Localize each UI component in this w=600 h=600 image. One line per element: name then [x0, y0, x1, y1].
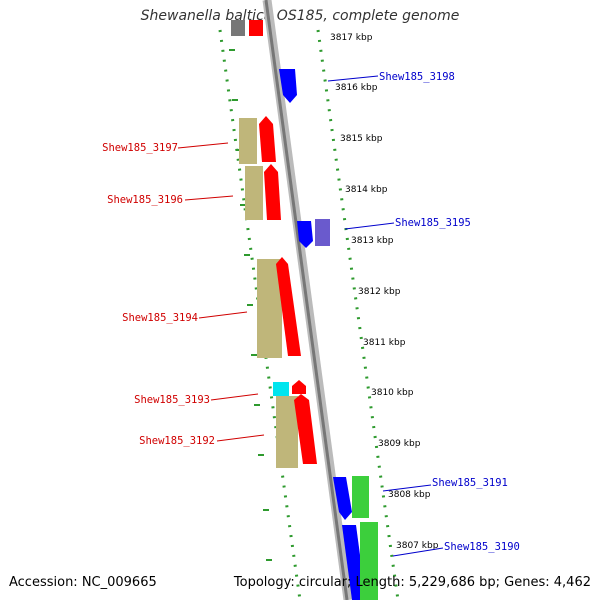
gene-label[interactable]: Shew185_3190 — [444, 541, 520, 553]
gene-arrow[interactable] — [264, 164, 281, 220]
gene-label[interactable]: Shew185_3197 — [102, 142, 178, 154]
top-red-feature — [249, 20, 263, 36]
gene-arrow[interactable] — [279, 69, 297, 103]
tick-label: 3816 kbp — [335, 83, 378, 93]
gene-label[interactable]: Shew185_3194 — [122, 312, 198, 324]
gene-label[interactable]: Shew185_3191 — [432, 477, 508, 489]
gene-block[interactable] — [239, 118, 257, 164]
gene-label[interactable]: Shew185_3196 — [107, 194, 183, 206]
accession-text: Accession: NC_009665 — [9, 575, 157, 590]
top-gray-feature — [231, 20, 245, 36]
tick-label: 3808 kbp — [388, 490, 431, 500]
backbone-core — [264, 0, 349, 600]
tick-label: 3817 kbp — [330, 33, 373, 43]
gene-arrow[interactable] — [333, 477, 352, 520]
gene-block[interactable] — [276, 396, 298, 468]
gene-block[interactable] — [360, 522, 378, 600]
gene-arrow[interactable] — [276, 257, 301, 356]
rna-block[interactable] — [273, 382, 289, 396]
leader-lines — [177, 75, 444, 557]
gene-arrow[interactable] — [292, 380, 306, 394]
tick-label: 3814 kbp — [345, 185, 388, 195]
gene-arrow[interactable] — [297, 221, 313, 248]
gene-label[interactable]: Shew185_3198 — [379, 71, 455, 83]
gene-arrow[interactable] — [294, 394, 317, 464]
gene-labels: Shew185_3197 Shew185_3196 Shew185_3194 S… — [102, 71, 520, 553]
map-title: Shewanella baltica OS185, complete genom… — [140, 8, 460, 24]
gene-block[interactable] — [352, 476, 369, 518]
tick-label: 3810 kbp — [371, 388, 414, 398]
gene-arrow[interactable] — [259, 116, 276, 162]
gene-label[interactable]: Shew185_3195 — [395, 217, 471, 229]
gene-label[interactable]: Shew185_3192 — [139, 435, 215, 447]
topology-text: Topology: circular; Length: 5,229,686 bp… — [233, 575, 591, 590]
gene-block[interactable] — [245, 166, 263, 220]
gene-label[interactable]: Shew185_3193 — [134, 394, 210, 406]
tick-label: 3811 kbp — [363, 338, 406, 348]
tick-label: 3807 kbp — [396, 541, 439, 551]
gene-block[interactable] — [315, 219, 330, 246]
tick-label: 3813 kbp — [351, 236, 394, 246]
tick-label: 3809 kbp — [378, 439, 421, 449]
tick-labels: 3817 kbp 3816 kbp 3815 kbp 3814 kbp 3813… — [330, 33, 439, 551]
tick-label: 3812 kbp — [358, 287, 401, 297]
tick-label: 3815 kbp — [340, 134, 383, 144]
